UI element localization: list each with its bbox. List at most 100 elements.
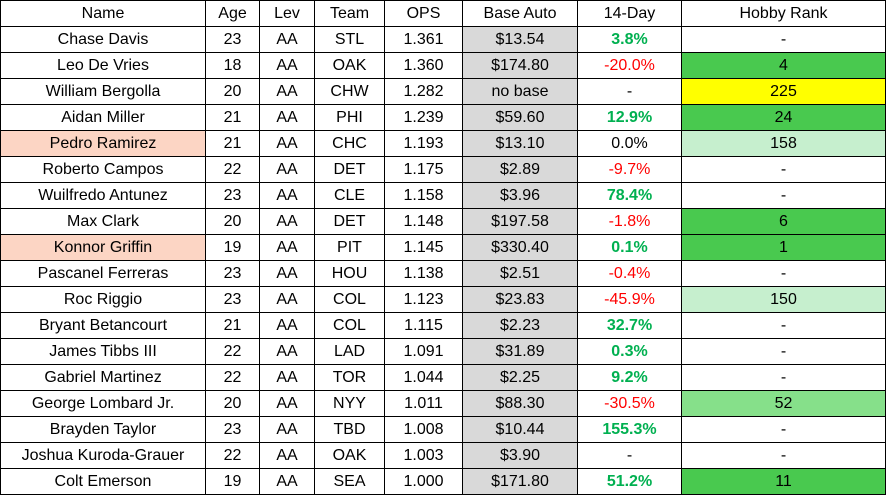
base-auto-cell: $10.44 xyxy=(462,416,578,443)
table-row: James Tibbs III 22 AA LAD 1.091 $31.89 0.3% - xyxy=(0,338,886,365)
hobby-rank-cell: 150 xyxy=(681,286,886,313)
player-name-cell: Pedro Ramirez xyxy=(0,130,206,157)
team-cell: LAD xyxy=(314,338,385,365)
change-14-day-cell: - xyxy=(577,442,682,469)
age-cell: 19 xyxy=(205,468,260,495)
table-row: Brayden Taylor 23 AA TBD 1.008 $10.44 155.3% - xyxy=(0,416,886,443)
hobby-rank-cell: - xyxy=(681,312,886,339)
team-cell: COL xyxy=(314,286,385,313)
change-14-day-cell: - xyxy=(577,78,682,105)
table-row: Gabriel Martinez 22 AA TOR 1.044 $2.25 9.2% - xyxy=(0,364,886,391)
hobby-rank-cell: 11 xyxy=(681,468,886,495)
change-14-day-cell: -0.4% xyxy=(577,260,682,287)
team-cell: HOU xyxy=(314,260,385,287)
hobby-rank-cell: - xyxy=(681,442,886,469)
table-row: Pedro Ramirez 21 AA CHC 1.193 $13.10 0.0% 158 xyxy=(0,130,886,157)
team-cell: DET xyxy=(314,208,385,235)
player-name-cell: Leo De Vries xyxy=(0,52,206,79)
player-name-cell: Brayden Taylor xyxy=(0,416,206,443)
age-cell: 22 xyxy=(205,442,260,469)
change-14-day-cell: -30.5% xyxy=(577,390,682,417)
level-cell: AA xyxy=(259,182,315,209)
age-cell: 21 xyxy=(205,130,260,157)
age-cell: 21 xyxy=(205,312,260,339)
hobby-rank-cell: 158 xyxy=(681,130,886,157)
level-cell: AA xyxy=(259,208,315,235)
team-cell: CLE xyxy=(314,182,385,209)
player-name-cell: Bryant Betancourt xyxy=(0,312,206,339)
level-cell: AA xyxy=(259,130,315,157)
hobby-rank-cell: - xyxy=(681,26,886,53)
base-auto-cell: $197.58 xyxy=(462,208,578,235)
change-14-day-cell: -20.0% xyxy=(577,52,682,79)
level-cell: AA xyxy=(259,416,315,443)
ops-cell: 1.115 xyxy=(384,312,463,339)
table-row: Colt Emerson 19 AA SEA 1.000 $171.80 51.2% 11 xyxy=(0,468,886,495)
ops-cell: 1.011 xyxy=(384,390,463,417)
player-name-cell: Pascanel Ferreras xyxy=(0,260,206,287)
age-cell: 20 xyxy=(205,78,260,105)
hobby-rank-cell: 4 xyxy=(681,52,886,79)
age-cell: 20 xyxy=(205,390,260,417)
level-cell: AA xyxy=(259,364,315,391)
player-name-cell: Roc Riggio xyxy=(0,286,206,313)
header-hobby-rank: Hobby Rank xyxy=(681,0,886,27)
base-auto-cell: $13.10 xyxy=(462,130,578,157)
base-auto-cell: $174.80 xyxy=(462,52,578,79)
level-cell: AA xyxy=(259,338,315,365)
age-cell: 23 xyxy=(205,26,260,53)
ops-cell: 1.360 xyxy=(384,52,463,79)
ops-cell: 1.148 xyxy=(384,208,463,235)
level-cell: AA xyxy=(259,234,315,261)
age-cell: 22 xyxy=(205,338,260,365)
base-auto-cell: $2.51 xyxy=(462,260,578,287)
ops-cell: 1.000 xyxy=(384,468,463,495)
ops-cell: 1.175 xyxy=(384,156,463,183)
level-cell: AA xyxy=(259,156,315,183)
age-cell: 21 xyxy=(205,104,260,131)
ops-cell: 1.123 xyxy=(384,286,463,313)
hobby-rank-cell: 24 xyxy=(681,104,886,131)
ops-cell: 1.361 xyxy=(384,26,463,53)
change-14-day-cell: 9.2% xyxy=(577,364,682,391)
team-cell: SEA xyxy=(314,468,385,495)
ops-cell: 1.158 xyxy=(384,182,463,209)
team-cell: COL xyxy=(314,312,385,339)
team-cell: STL xyxy=(314,26,385,53)
level-cell: AA xyxy=(259,104,315,131)
change-14-day-cell: 0.1% xyxy=(577,234,682,261)
header-14-day: 14-Day xyxy=(577,0,682,27)
table-row: Konnor Griffin 19 AA PIT 1.145 $330.40 0.1% 1 xyxy=(0,234,886,261)
player-name-cell: Chase Davis xyxy=(0,26,206,53)
age-cell: 22 xyxy=(205,156,260,183)
table-row: Aidan Miller 21 AA PHI 1.239 $59.60 12.9% 24 xyxy=(0,104,886,131)
player-name-cell: George Lombard Jr. xyxy=(0,390,206,417)
table-row: Roberto Campos 22 AA DET 1.175 $2.89 -9.7% - xyxy=(0,156,886,183)
change-14-day-cell: 3.8% xyxy=(577,26,682,53)
header-age: Age xyxy=(205,0,260,27)
level-cell: AA xyxy=(259,52,315,79)
change-14-day-cell: 51.2% xyxy=(577,468,682,495)
player-name-cell: Konnor Griffin xyxy=(0,234,206,261)
base-auto-cell: $88.30 xyxy=(462,390,578,417)
team-cell: NYY xyxy=(314,390,385,417)
age-cell: 19 xyxy=(205,234,260,261)
level-cell: AA xyxy=(259,260,315,287)
player-name-cell: Aidan Miller xyxy=(0,104,206,131)
player-name-cell: Gabriel Martinez xyxy=(0,364,206,391)
team-cell: CHW xyxy=(314,78,385,105)
team-cell: DET xyxy=(314,156,385,183)
header-name: Name xyxy=(0,0,206,27)
change-14-day-cell: 0.3% xyxy=(577,338,682,365)
age-cell: 18 xyxy=(205,52,260,79)
age-cell: 22 xyxy=(205,364,260,391)
base-auto-cell: $2.25 xyxy=(462,364,578,391)
change-14-day-cell: 0.0% xyxy=(577,130,682,157)
age-cell: 23 xyxy=(205,260,260,287)
hobby-rank-cell: - xyxy=(681,416,886,443)
base-auto-cell: $13.54 xyxy=(462,26,578,53)
hobby-rank-cell: - xyxy=(681,338,886,365)
table-row: Wuilfredo Antunez 23 AA CLE 1.158 $3.96 78.4% - xyxy=(0,182,886,209)
player-name-cell: Max Clark xyxy=(0,208,206,235)
level-cell: AA xyxy=(259,390,315,417)
